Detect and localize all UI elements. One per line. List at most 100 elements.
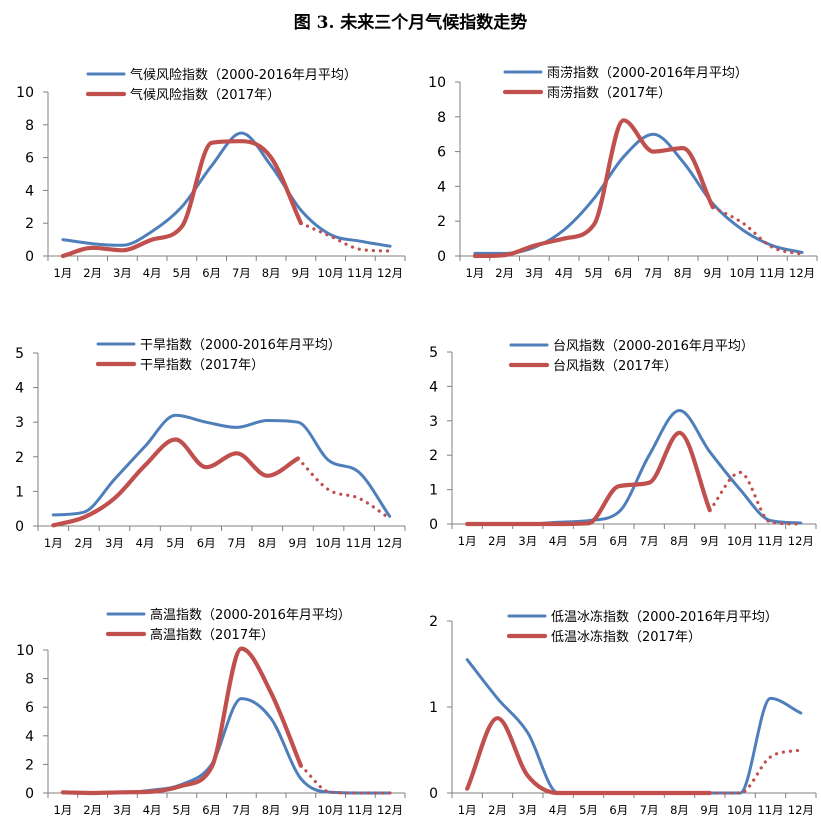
x-tick-label: 12月: [788, 803, 814, 817]
y-tick-label: 0: [437, 249, 446, 265]
series-line-2017-forecast: [299, 764, 392, 795]
x-tick-label: 2月: [83, 266, 102, 280]
x-tick-label: 12月: [377, 266, 403, 280]
x-tick-label: 12月: [788, 534, 814, 548]
x-tick-label: 1月: [458, 803, 477, 817]
y-tick-label: 4: [429, 379, 438, 395]
series-line-average: [465, 658, 803, 795]
x-tick-label: 2月: [74, 536, 93, 550]
y-tick-label: 0: [15, 519, 24, 535]
x-tick-label: 7月: [232, 803, 251, 817]
x-tick-label: 12月: [377, 803, 403, 817]
x-tick-label: 11月: [757, 803, 783, 817]
legend-label: 雨涝指数（2000-2016年月平均）: [547, 65, 748, 81]
series-line-2017: [465, 430, 712, 527]
y-tick-label: 8: [25, 672, 34, 688]
x-tick-label: 2月: [488, 803, 507, 817]
y-tick-label: 1: [15, 484, 24, 500]
x-tick-label: 8月: [258, 536, 277, 550]
legend-label: 高温指数（2017年）: [150, 627, 274, 643]
chart-svg: 0 2 4 6 8 10 1月 2月 3月 4月 5月 6月 7月 8月 9月 10月 11月 12月 高温指数（2…: [16, 607, 406, 817]
legend-label: 台风指数（2000-2016年月平均）: [553, 339, 754, 354]
chart-svg: 0 2 4 6 8 10 1月 2月 3月 4月 5月 6月 7月 8月 9月 10月 11月 12月 气候风险指数…: [16, 67, 406, 280]
x-tick-label: 7月: [640, 534, 659, 548]
x-tick-label: 11月: [347, 266, 373, 280]
x-tick-label: 3月: [518, 803, 537, 817]
x-tick-label: 1月: [458, 534, 477, 548]
x-tick-label: 5月: [172, 266, 191, 280]
y-tick-label: 8: [25, 118, 34, 134]
y-tick-label: 4: [437, 179, 446, 195]
series-line-2017: [60, 139, 303, 259]
x-tick-label: 5月: [172, 803, 191, 817]
chart-panel-flood: 0 2 4 6 8 10 1月 2月 3月 4月 5月 6月 7月 8月 9月 10月 11月 12月 雨涝指数（2…: [411, 58, 821, 298]
x-tick-label: 11月: [759, 266, 785, 280]
x-tick-label: 4月: [549, 803, 568, 817]
x-tick-label: 12月: [377, 536, 403, 550]
x-tick-label: 1月: [465, 266, 484, 280]
y-tick-label: 0: [25, 786, 34, 802]
x-tick-label: 9月: [291, 803, 310, 817]
series-line-average: [465, 409, 803, 526]
x-tick-label: 9月: [291, 266, 310, 280]
legend-label: 台风指数（2017年）: [553, 359, 677, 374]
x-tick-label: 9月: [700, 803, 719, 817]
chart-panel-climate-risk: 0 2 4 6 8 10 1月 2月 3月 4月 5月 6月 7月 8月 9月 10月 11月 12月 气候风险指数…: [0, 58, 410, 298]
x-tick-label: 8月: [262, 266, 281, 280]
chart-svg: 0 1 2 1月 2月 3月 4月 5月 6月 7月 8月 9月 10月 11月 12月 低温冰冻指数（200…: [429, 609, 817, 817]
series-line-average: [51, 413, 392, 518]
x-tick-label: 10月: [727, 803, 753, 817]
x-tick-label: 10月: [727, 534, 753, 548]
x-tick-label: 2月: [83, 803, 102, 817]
figure-title: 图 3. 未来三个月气候指数走势: [293, 13, 528, 33]
legend-label: 气候风险指数（2017年）: [130, 87, 280, 103]
series-line-2017-forecast: [296, 456, 392, 520]
series-line-2017-forecast: [711, 205, 804, 256]
x-tick-label: 11月: [757, 534, 783, 548]
x-tick-label: 6月: [202, 266, 221, 280]
x-tick-label: 4月: [549, 534, 568, 548]
y-tick-label: 2: [429, 614, 438, 630]
y-tick-label: 6: [25, 151, 34, 167]
series-line-average: [473, 132, 804, 255]
x-tick-label: 4月: [143, 266, 162, 280]
x-tick-label: 5月: [584, 266, 603, 280]
y-tick-label: 5: [429, 345, 438, 361]
x-tick-label: 3月: [105, 536, 124, 550]
x-tick-label: 4月: [136, 536, 155, 550]
legend-label: 低温冰冻指数（2017年）: [551, 629, 701, 645]
series-line-2017-forecast: [708, 470, 803, 526]
y-tick-label: 2: [429, 448, 438, 464]
x-tick-label: 9月: [289, 536, 308, 550]
x-tick-label: 10月: [730, 266, 756, 280]
y-tick-label: 8: [437, 110, 446, 126]
y-tick-label: 3: [15, 415, 24, 431]
chart-panel-cold: 0 1 2 1月 2月 3月 4月 5月 6月 7月 8月 9月 10月 11月 12月 低温冰冻指数（200…: [411, 600, 821, 825]
series-line-2017-forecast: [708, 748, 803, 795]
series-line-2017: [465, 716, 712, 796]
x-tick-label: 6月: [202, 803, 221, 817]
y-tick-label: 0: [429, 786, 438, 802]
x-tick-label: 9月: [700, 534, 719, 548]
x-tick-label: 3月: [113, 266, 132, 280]
series-line-2017: [60, 646, 303, 796]
y-tick-label: 10: [16, 643, 34, 659]
x-tick-label: 4月: [555, 266, 574, 280]
x-tick-label: 3月: [525, 266, 544, 280]
x-tick-label: 8月: [670, 803, 689, 817]
y-tick-label: 4: [15, 381, 24, 397]
x-tick-label: 5月: [579, 534, 598, 548]
x-tick-label: 12月: [789, 266, 815, 280]
x-tick-label: 2月: [488, 534, 507, 548]
y-tick-label: 2: [25, 216, 34, 232]
chart-svg: 0 1 2 3 4 5 1月 2月 3月 4月 5月 6月 7月 8月 9月 10月 11月 12月 台风指数（20…: [429, 339, 817, 548]
y-tick-label: 2: [25, 757, 34, 773]
y-tick-label: 0: [25, 249, 34, 265]
x-tick-label: 7月: [644, 266, 663, 280]
x-tick-label: 9月: [703, 266, 722, 280]
chart-svg: 0 1 2 3 4 5 1月 2月 3月 4月 5月 6月 7月 8月 9月 10月 11月 12月 干旱指数（20…: [15, 338, 406, 550]
x-tick-label: 4月: [143, 803, 162, 817]
x-tick-label: 8月: [262, 803, 281, 817]
y-tick-label: 6: [437, 145, 446, 161]
x-tick-label: 1月: [44, 536, 63, 550]
